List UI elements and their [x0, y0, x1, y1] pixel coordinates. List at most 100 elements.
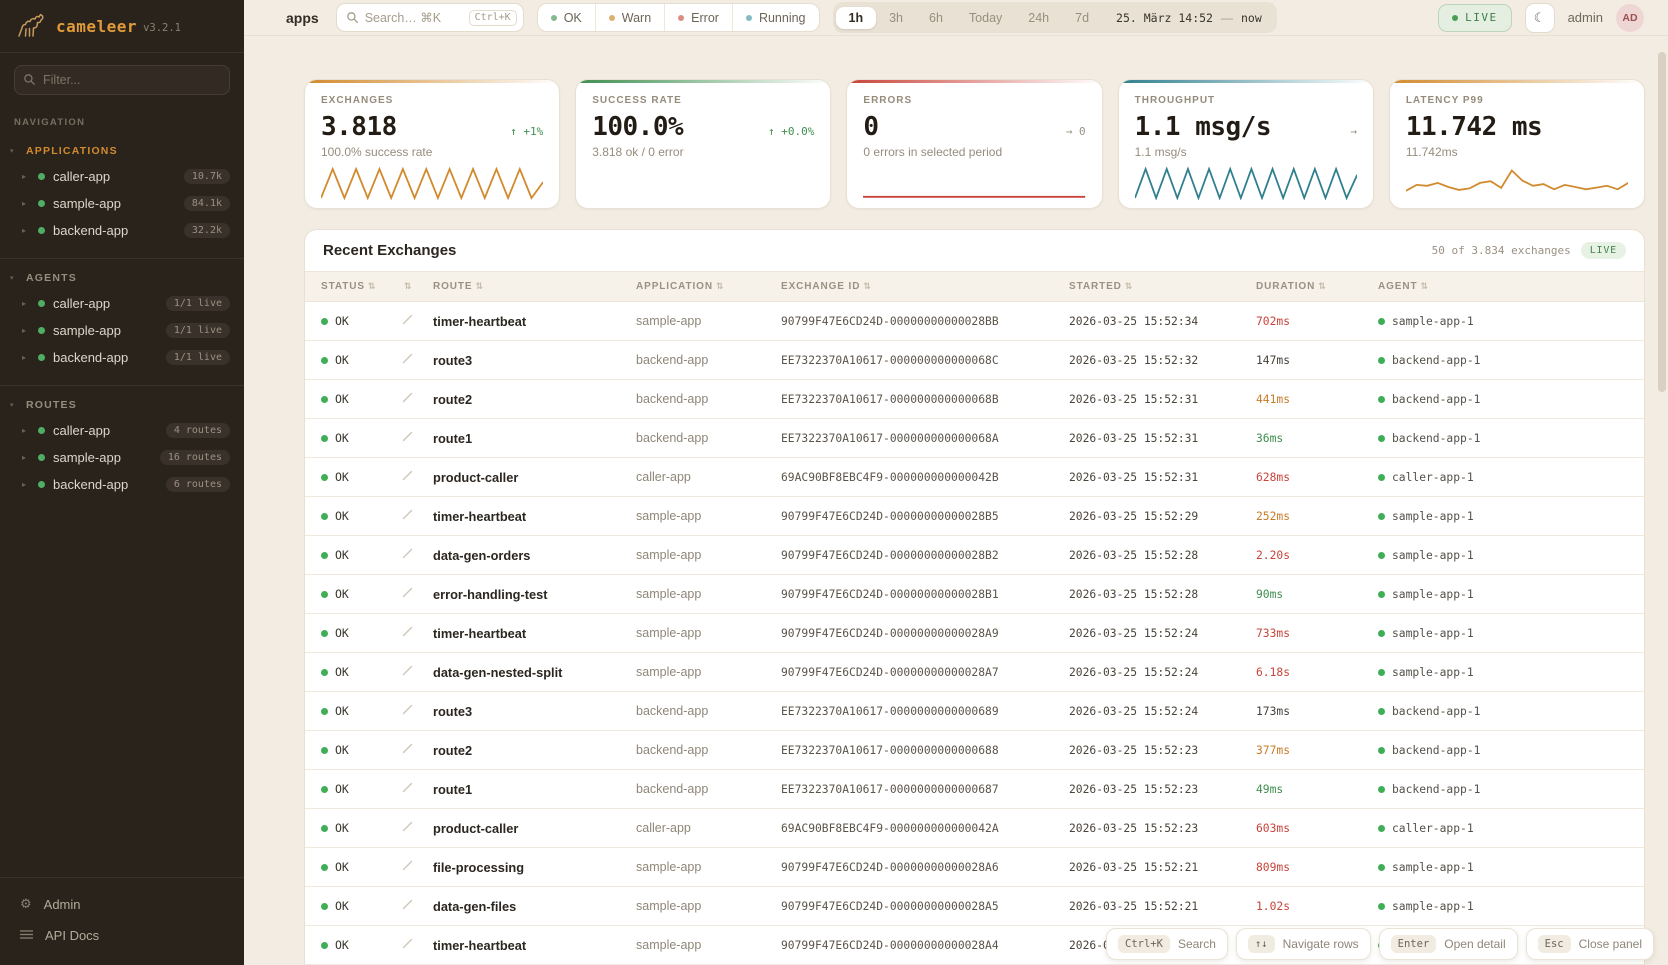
scrollbar[interactable]: [1658, 48, 1666, 961]
cell-application: sample-app: [626, 886, 771, 926]
range-24h[interactable]: 24h: [1028, 10, 1050, 25]
status-filter-ok[interactable]: OK: [538, 4, 595, 31]
live-button[interactable]: LIVE: [1438, 3, 1512, 32]
table-row[interactable]: OK route2 backend-app EE7322370A10617-00000…: [305, 730, 1644, 770]
agent-status-dot: [1378, 746, 1385, 754]
sidebar-item-caller-app[interactable]: ▸ caller-app 1/1 live: [0, 290, 244, 317]
column-header-link[interactable]: ⇅: [391, 271, 423, 302]
sort-icon: ⇅: [863, 281, 872, 291]
main-area: apps Ctrl+K OK Warn Error Running 1h 3h 6h Tod…: [244, 0, 1668, 965]
open-exchange-icon[interactable]: [401, 431, 414, 446]
table-row[interactable]: OK data-gen-orders sample-app 90799F47E6CD2…: [305, 535, 1644, 575]
table-row[interactable]: OK timer-heartbeat sample-app 90799F47E6CD2…: [305, 301, 1644, 341]
open-exchange-icon[interactable]: [401, 353, 414, 368]
chevron-down-icon: ▾: [10, 275, 14, 282]
open-exchange-icon[interactable]: [401, 821, 414, 836]
table-row[interactable]: OK route1 backend-app EE7322370A10617-00000…: [305, 418, 1644, 458]
column-header-application[interactable]: APPLICATION ⇅: [626, 271, 771, 302]
cell-status: OK: [305, 808, 391, 848]
hint-kbd: Ctrl+K: [1118, 935, 1170, 953]
status-filter-running[interactable]: Running: [731, 4, 819, 31]
cell-route: data-gen-files: [423, 886, 626, 926]
table-row[interactable]: OK route2 backend-app EE7322370A10617-00000…: [305, 379, 1644, 419]
agent-status-dot: [1378, 317, 1385, 325]
chevron-right-icon: ▸: [22, 226, 27, 235]
open-exchange-icon[interactable]: [401, 704, 414, 719]
status-filter-error[interactable]: Error: [664, 4, 732, 31]
status-dot: [38, 354, 45, 361]
sidebar-item-sample-app[interactable]: ▸ sample-app 84.1k: [0, 190, 244, 217]
open-exchange-icon[interactable]: [401, 626, 414, 641]
scrollbar-thumb[interactable]: [1658, 52, 1666, 392]
column-header-duration[interactable]: DURATION ⇅: [1246, 271, 1368, 302]
open-exchange-icon[interactable]: [401, 782, 414, 797]
cell-duration: 628ms: [1246, 457, 1368, 497]
table-row[interactable]: OK route3 backend-app EE7322370A10617-00000…: [305, 691, 1644, 731]
open-exchange-icon[interactable]: [401, 548, 414, 563]
column-header-agent[interactable]: AGENT ⇅: [1368, 271, 1644, 302]
cell-status: OK: [305, 652, 391, 692]
sidebar-item-sample-app[interactable]: ▸ sample-app 16 routes: [0, 444, 244, 471]
section-header-agents[interactable]: ▾ AGENTS: [0, 265, 244, 290]
theme-toggle-button[interactable]: ☾: [1524, 2, 1555, 33]
column-header-exchange-id[interactable]: EXCHANGE ID ⇅: [771, 271, 1059, 302]
range-3h[interactable]: 3h: [889, 10, 904, 25]
footer-item-admin[interactable]: ⚙ Admin: [0, 888, 244, 920]
agent-name: caller-app-1: [1392, 821, 1474, 835]
cell-application: sample-app: [626, 847, 771, 887]
range-7d[interactable]: 7d: [1075, 10, 1090, 25]
avatar[interactable]: AD: [1616, 3, 1644, 32]
range-1h[interactable]: 1h: [835, 6, 877, 29]
agent-status-dot: [1378, 668, 1385, 676]
open-exchange-icon[interactable]: [401, 314, 414, 329]
sidebar-item-backend-app[interactable]: ▸ backend-app 1/1 live: [0, 344, 244, 371]
range-today[interactable]: Today: [968, 10, 1003, 25]
range-6h[interactable]: 6h: [929, 10, 943, 25]
cell-duration: 441ms: [1246, 379, 1368, 419]
table-row[interactable]: OK route3 backend-app EE7322370A10617-00000…: [305, 340, 1644, 380]
open-exchange-icon[interactable]: [401, 470, 414, 485]
table-row[interactable]: OK timer-heartbeat sample-app 90799F47E6CD2…: [305, 496, 1644, 536]
status-filter-warn[interactable]: Warn: [594, 4, 664, 31]
sidebar-item-caller-app[interactable]: ▸ caller-app 4 routes: [0, 417, 244, 444]
search-input[interactable]: [364, 10, 463, 25]
table-row[interactable]: OK product-caller caller-app 69AC90BF8EBC4F…: [305, 808, 1644, 848]
cell-route: file-processing: [423, 847, 626, 887]
open-exchange-icon[interactable]: [401, 938, 414, 953]
open-exchange-icon[interactable]: [401, 860, 414, 875]
filter-input[interactable]: [14, 65, 230, 95]
open-exchange-icon[interactable]: [401, 743, 414, 758]
open-exchange-icon[interactable]: [401, 392, 414, 407]
live-dot: [1452, 14, 1459, 21]
table-row[interactable]: OK data-gen-files sample-app 90799F47E6CD24…: [305, 886, 1644, 926]
open-exchange-icon[interactable]: [401, 587, 414, 602]
table-row[interactable]: OK data-gen-nested-split sample-app 90799F4…: [305, 652, 1644, 692]
column-header-status[interactable]: STATUS ⇅: [305, 271, 391, 302]
open-exchange-icon[interactable]: [401, 665, 414, 680]
footer-item-api-docs[interactable]: API Docs: [0, 920, 244, 951]
open-exchange-icon[interactable]: [401, 509, 414, 524]
cell-started: 2026-03-25 15:52:23: [1059, 808, 1246, 848]
table-row[interactable]: OK route1 backend-app EE7322370A10617-00000…: [305, 769, 1644, 809]
cell-status: OK: [305, 379, 391, 419]
sidebar-item-backend-app[interactable]: ▸ backend-app 32.2k: [0, 217, 244, 244]
table-row[interactable]: OK product-caller caller-app 69AC90BF8EBC4F…: [305, 457, 1644, 497]
table-row[interactable]: OK timer-heartbeat sample-app 90799F47E6CD2…: [305, 613, 1644, 653]
stat-card-latency-p99: LATENCY P99 11.742 ms 11.742ms: [1388, 79, 1646, 209]
sidebar-item-caller-app[interactable]: ▸ caller-app 10.7k: [0, 163, 244, 190]
global-search[interactable]: Ctrl+K: [335, 3, 524, 32]
table-row[interactable]: OK file-processing sample-app 90799F47E6CD2…: [305, 847, 1644, 887]
sidebar-item-backend-app[interactable]: ▸ backend-app 6 routes: [0, 471, 244, 498]
sidebar-item-sample-app[interactable]: ▸ sample-app 1/1 live: [0, 317, 244, 344]
cell-application: backend-app: [626, 418, 771, 458]
section-header-applications[interactable]: ▾ APPLICATIONS: [0, 138, 244, 163]
table-row[interactable]: OK error-handling-test sample-app 90799F47E…: [305, 574, 1644, 614]
column-header-started[interactable]: STARTED ⇅: [1059, 271, 1246, 302]
section-header-routes[interactable]: ▾ ROUTES: [0, 392, 244, 417]
column-header-route[interactable]: ROUTE ⇅: [423, 271, 626, 302]
open-exchange-icon[interactable]: [401, 899, 414, 914]
cell-exchange-id: EE7322370A10617-000000000000068A: [771, 418, 1059, 458]
card-value-row: 0 → 0: [863, 112, 1085, 142]
status-ok-dot: [321, 902, 328, 910]
status-text: OK: [335, 587, 349, 601]
